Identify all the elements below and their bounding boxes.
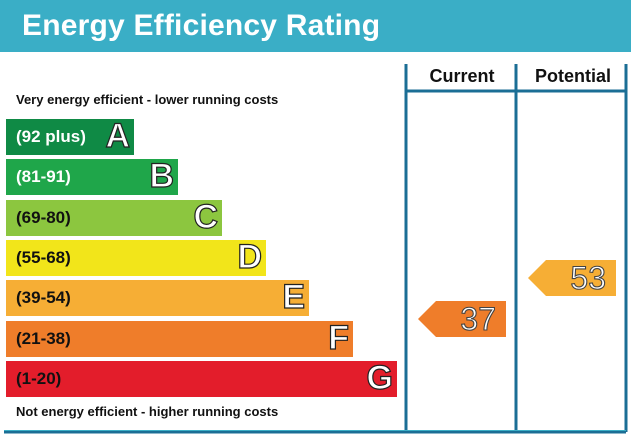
arrow-shape xyxy=(528,260,616,297)
arrow-shape xyxy=(418,300,506,337)
efficient-caption: Very energy efficient - lower running co… xyxy=(16,92,279,107)
band-range-label: (92 plus) xyxy=(16,127,86,146)
band-range-label: (55-68) xyxy=(16,247,71,267)
band-letter: D xyxy=(237,237,263,276)
inefficient-caption: Not energy efficient - higher running co… xyxy=(16,404,279,419)
band-a: (92 plus) A xyxy=(6,117,134,155)
band-f: (21-38) F xyxy=(6,318,353,357)
current-column-header: Current xyxy=(429,66,495,86)
band-letter: G xyxy=(366,358,394,397)
potential-rating-arrow: 53 xyxy=(528,260,616,297)
band-g: (1-20) G xyxy=(6,358,397,397)
band-letter: F xyxy=(328,318,350,357)
band-d: (55-68) D xyxy=(6,237,266,276)
band-range-label: (81-91) xyxy=(16,167,71,187)
current-rating-value: 37 xyxy=(460,300,497,337)
band-letter: B xyxy=(149,157,175,196)
band-range-label: (39-54) xyxy=(16,288,71,308)
current-rating-arrow: 37 xyxy=(418,300,506,337)
band-b: (81-91) B xyxy=(6,157,178,196)
band-letter: C xyxy=(193,197,219,236)
band-range-label: (1-20) xyxy=(16,368,62,388)
band-range-label: (69-80) xyxy=(16,207,71,227)
chart-header: Energy Efficiency Rating xyxy=(0,0,631,52)
band-letter: A xyxy=(105,117,131,155)
potential-rating-value: 53 xyxy=(570,260,607,297)
chart-title: Energy Efficiency Rating xyxy=(22,9,381,42)
band-c: (69-80) C xyxy=(6,197,222,236)
band-letter: E xyxy=(282,278,306,317)
potential-column-header: Potential xyxy=(534,66,611,86)
band-range-label: (21-38) xyxy=(16,328,71,348)
band-e: (39-54) E xyxy=(6,278,309,317)
